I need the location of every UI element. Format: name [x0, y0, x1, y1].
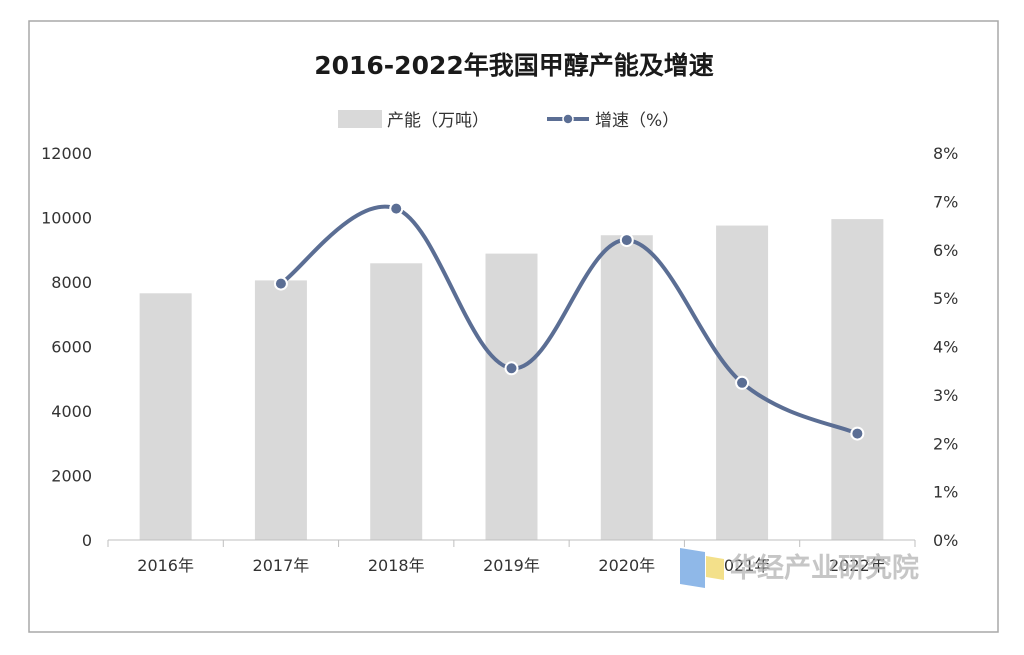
legend-line-marker	[562, 113, 574, 125]
x-tick-label: 2016年	[137, 556, 194, 575]
legend: 产能（万吨） 增速（%）	[338, 110, 679, 131]
y-right-tick-label: 1%	[933, 483, 958, 502]
x-tick-label: 2017年	[253, 556, 310, 575]
watermark: 华经产业研究院	[680, 548, 919, 588]
growth-point	[389, 201, 404, 216]
y-right-tick-label: 4%	[933, 338, 958, 357]
growth-point	[273, 276, 288, 291]
watermark-logo-yellow	[706, 556, 724, 580]
x-tick-label: 2021年	[714, 556, 771, 575]
axes-layer: 0 2000 4000 6000 8000 10000 12000 0% 1% 2% 3% 4% 5% 6…	[41, 144, 958, 575]
x-tick-label: 2019年	[483, 556, 540, 575]
bar-3	[485, 253, 538, 540]
y-left-tick-label: 8000	[51, 273, 92, 292]
y-left-tick-label: 10000	[41, 209, 92, 228]
x-tick-label: 2020年	[598, 556, 655, 575]
bar-1	[254, 280, 307, 540]
x-tick-label: 2022年	[829, 556, 886, 575]
growth-point	[504, 361, 519, 376]
growth-point	[850, 426, 865, 441]
bar-4	[600, 235, 653, 541]
line-layer	[273, 201, 865, 441]
bar-0	[139, 293, 192, 540]
y-left-tick-label: 2000	[51, 467, 92, 486]
y-right-tick-label: 8%	[933, 144, 958, 163]
y-right-tick-label: 5%	[933, 289, 958, 308]
y-right-tick-label: 3%	[933, 386, 958, 405]
growth-point	[735, 375, 750, 390]
bar-6	[831, 219, 884, 541]
y-right-tick-label: 0%	[933, 531, 958, 550]
y-right-tick-label: 7%	[933, 192, 958, 211]
legend-bar-label: 产能（万吨）	[387, 111, 489, 131]
growth-point	[619, 233, 634, 248]
y-left-tick-label: 4000	[51, 402, 92, 421]
chart-title: 2016-2022年我国甲醇产能及增速	[314, 51, 714, 80]
y-left-tick-label: 0	[82, 531, 92, 550]
y-right-tick-label: 2%	[933, 434, 958, 453]
x-tick-label: 2018年	[368, 556, 425, 575]
watermark-text: 华经产业研究院	[730, 552, 919, 584]
legend-line-label: 增速（%）	[595, 111, 679, 131]
y-left-tick-label: 6000	[51, 338, 92, 357]
bars-layer	[139, 219, 884, 541]
legend-bar-swatch	[338, 110, 382, 128]
y-right-tick-label: 6%	[933, 241, 958, 260]
bar-2	[370, 263, 423, 540]
y-left-tick-label: 12000	[41, 144, 92, 163]
watermark-logo-blue	[680, 548, 705, 588]
